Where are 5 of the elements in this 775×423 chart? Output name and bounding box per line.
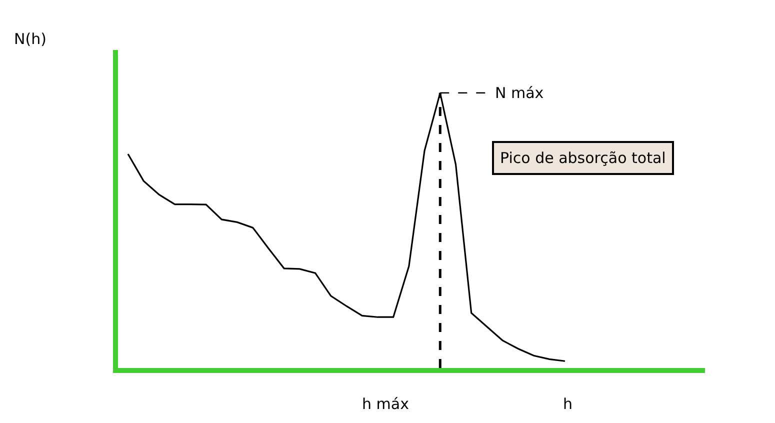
text: h máx (362, 395, 410, 413)
annotation: Pico de absorção total (500, 149, 666, 167)
x-axis-title: h (563, 395, 573, 413)
ref-line-label: N máx (495, 84, 544, 102)
text: N(h) (14, 30, 46, 48)
